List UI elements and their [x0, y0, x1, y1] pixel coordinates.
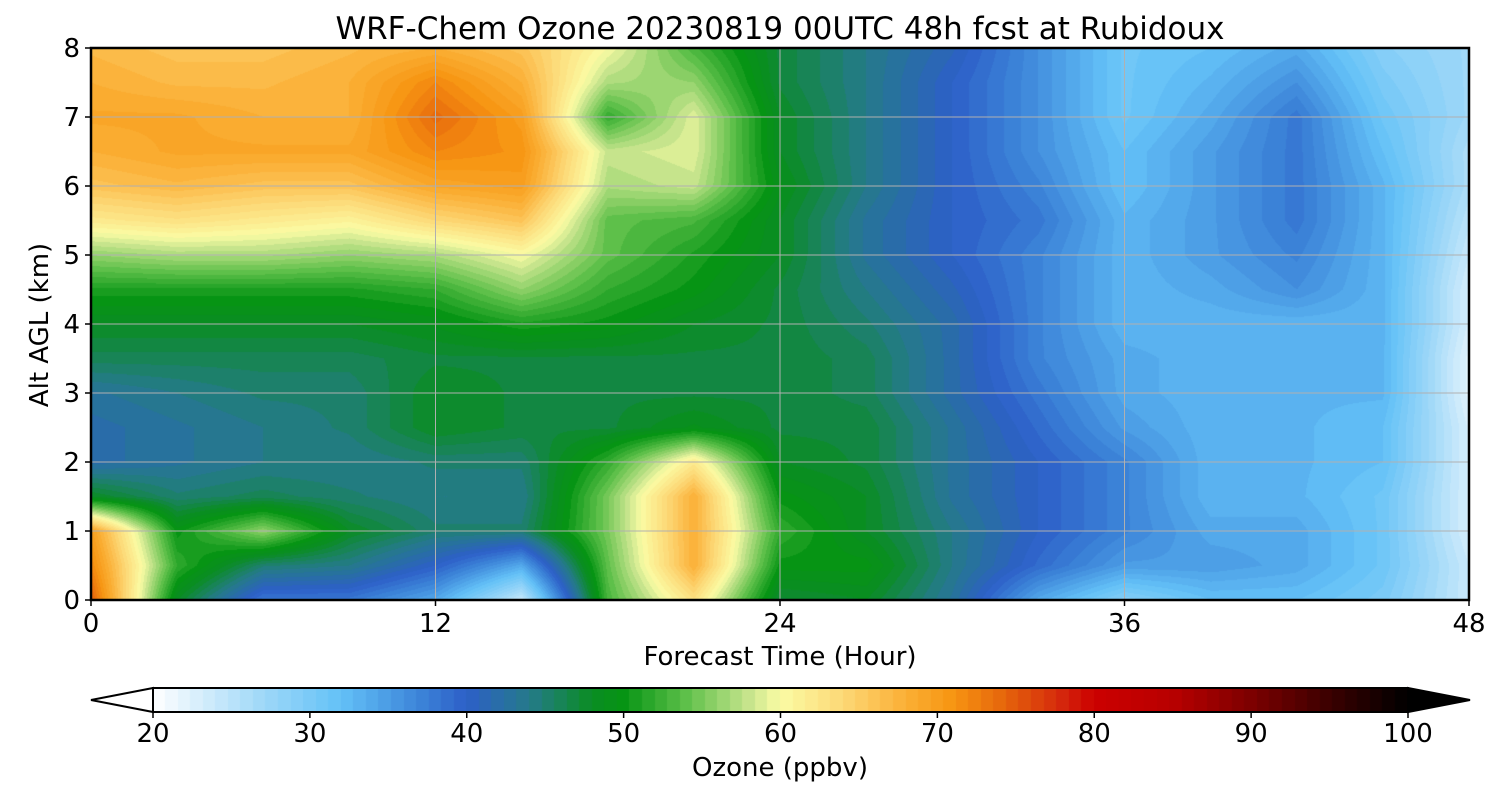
chart-title: WRF-Chem Ozone 20230819 00UTC 48h fcst a… [335, 11, 1224, 47]
y-axis: 0 1 2 3 4 5 6 7 8 [63, 34, 91, 616]
colorbar-high-extension [1407, 686, 1471, 714]
colorbar-ticks: 20 30 40 50 60 70 80 90 100 [136, 712, 1433, 749]
colorbar-tick-label: 80 [1078, 719, 1111, 749]
colorbar-tick-label: 60 [764, 719, 797, 749]
y-tick-label: 2 [63, 448, 80, 478]
y-axis-label: Alt AGL (km) [25, 243, 55, 407]
plot-area [89, 46, 1471, 602]
x-tick-label: 36 [1108, 609, 1141, 639]
y-tick-label: 6 [63, 172, 80, 202]
y-tick-label: 1 [63, 517, 80, 547]
colorbar-tick-label: 90 [1235, 719, 1268, 749]
colorbar: 20 30 40 50 60 70 80 90 100 Ozone (ppbv) [90, 686, 1471, 783]
x-axis: 0 12 24 36 48 [83, 600, 1486, 639]
x-tick-label: 0 [83, 609, 100, 639]
y-tick-label: 5 [63, 241, 80, 271]
colorbar-tick-label: 20 [136, 719, 169, 749]
y-tick-label: 4 [63, 310, 80, 340]
y-tick-label: 3 [63, 379, 80, 409]
colorbar-tick-label: 50 [607, 719, 640, 749]
colorbar-tick-label: 100 [1383, 719, 1433, 749]
colorbar-low-extension [90, 686, 154, 714]
y-tick-label: 8 [63, 34, 80, 64]
x-axis-label: Forecast Time (Hour) [643, 642, 916, 672]
colorbar-gradient [153, 688, 1408, 712]
y-tick-label: 7 [63, 103, 80, 133]
x-tick-label: 48 [1452, 609, 1485, 639]
x-tick-label: 24 [763, 609, 796, 639]
colorbar-tick-label: 40 [450, 719, 483, 749]
colorbar-tick-label: 70 [921, 719, 954, 749]
x-tick-label: 12 [419, 609, 452, 639]
y-tick-label: 0 [63, 586, 80, 616]
colorbar-tick-label: 30 [293, 719, 326, 749]
colorbar-label: Ozone (ppbv) [692, 753, 868, 783]
